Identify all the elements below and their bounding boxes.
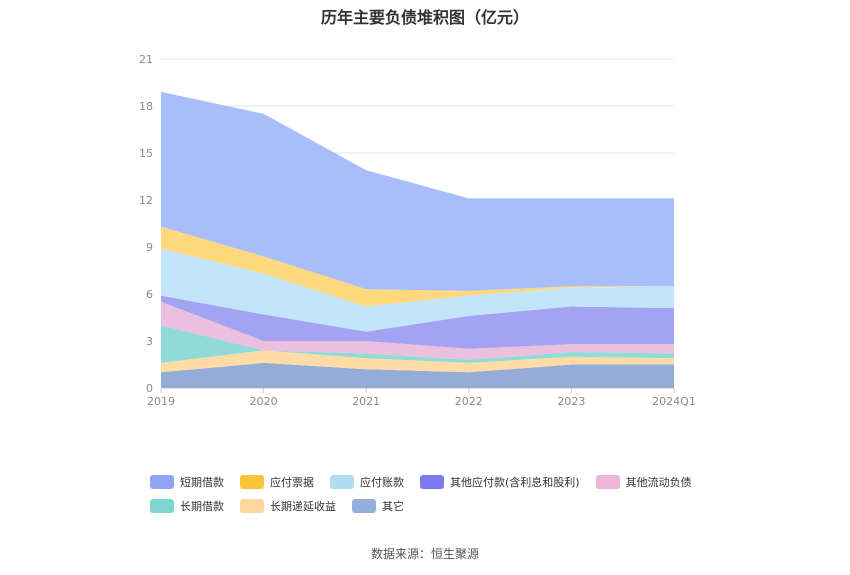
y-tick-label: 0 [146,382,153,395]
legend-label: 其它 [382,500,404,513]
x-tick-label: 2022 [455,395,483,408]
x-tick-label: 2020 [250,395,278,408]
area-其他应付款(含利息和股利)[interactable] [161,295,674,349]
y-tick-label: 6 [146,288,153,301]
legend-row: 短期借款 应付票据 应付账款 其他应付款(含利息和股利) 其他流动负债 [150,470,750,494]
y-tick-label: 3 [146,335,153,348]
x-tick-label: 2024Q1 [652,395,696,408]
x-tick-label: 2023 [557,395,585,408]
legend-item[interactable]: 长期借款 [150,498,224,514]
legend-item[interactable]: 应付票据 [240,474,314,490]
y-tick-label: 15 [139,147,153,160]
legend-label: 长期借款 [180,500,224,513]
chart-title: 历年主要负债堆积图（亿元） [320,8,529,27]
y-tick-label: 18 [139,100,153,113]
x-tick-label: 2019 [147,395,175,408]
legend-item[interactable]: 其他应付款(含利息和股利) [420,474,580,490]
legend-swatch [240,475,264,489]
x-tick-label: 2021 [352,395,380,408]
y-tick-label: 21 [139,53,153,66]
legend-item[interactable]: 其他流动负债 [595,474,692,490]
area-应付票据[interactable] [161,226,674,307]
area-长期递延收益[interactable] [161,350,674,373]
legend-label: 其他流动负债 [625,476,692,489]
stacked-area-chart: 0 3 6 9 12 15 18 21 2019 2020 2021 2022 2023 2024Q1 [139,53,696,408]
area-其他流动负债[interactable] [161,301,674,360]
area-其它[interactable] [161,362,674,388]
legend-swatch [150,499,174,513]
legend-swatch [595,475,620,489]
y-tick-label: 12 [139,194,153,207]
legend-item[interactable]: 短期借款 [150,474,224,490]
area-短期借款[interactable] [161,91,674,291]
legend-swatch [330,475,354,489]
source-note: 数据来源：恒生聚源 [370,547,479,561]
legend-swatch [420,475,444,489]
area-应付账款[interactable] [161,248,674,332]
legend-item[interactable]: 其它 [352,498,404,514]
legend: 短期借款 应付票据 应付账款 其他应付款(含利息和股利) 其他流动负债 长期借款 长期递延… [150,470,750,518]
legend-item[interactable]: 长期递延收益 [240,498,336,514]
area-series [161,91,674,388]
y-tick-label: 9 [146,241,153,254]
legend-label: 短期借款 [180,476,224,489]
legend-label: 应付账款 [360,476,404,489]
legend-label: 其他应付款(含利息和股利) [450,476,580,489]
legend-swatch [240,499,264,513]
legend-row: 长期借款 长期递延收益 其它 [150,494,750,518]
legend-swatch [150,475,174,489]
legend-swatch [352,499,376,513]
legend-label: 应付票据 [270,476,314,489]
legend-item[interactable]: 应付账款 [330,474,404,490]
legend-label: 长期递延收益 [270,500,336,513]
axes: 0 3 6 9 12 15 18 21 2019 2020 2021 2022 2023 2024Q1 [139,53,696,408]
